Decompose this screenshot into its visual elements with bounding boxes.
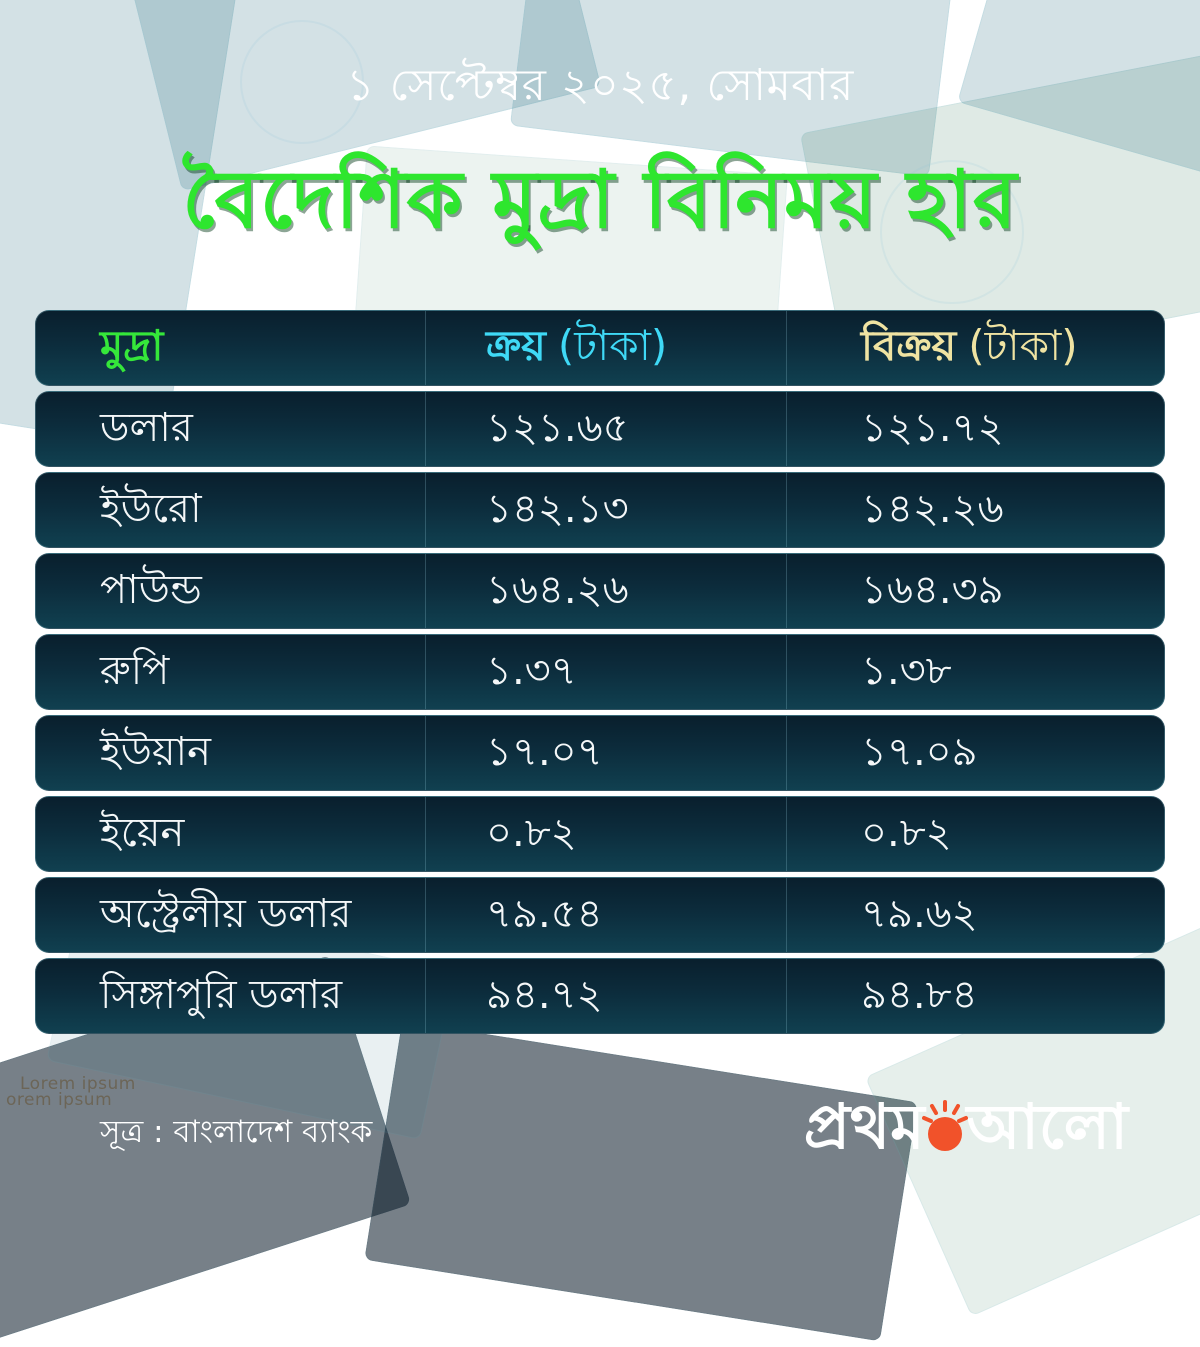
sell-rate: ৭৯.৬২ [786, 878, 1166, 952]
watermark-text: Lorem ipsum [20, 1074, 136, 1094]
page-title: বৈদেশিক মুদ্রা বিনিময় হার [182, 153, 1018, 246]
buy-rate: ১৭.০৭ [425, 716, 786, 790]
currency-name: সিঙ্গাপুরি ডলার [100, 971, 343, 1018]
table-row: পাউন্ড ১৬৪.২৬ ১৬৪.৩৯ [35, 553, 1165, 629]
buy-rate: ০.৮২ [425, 797, 786, 871]
exchange-rate-table: মুদ্রা ক্রয় (টাকা) বিক্রয় (টাকা) ডলার … [35, 310, 1165, 1039]
buy-rate: ১৪২.১৩ [425, 473, 786, 547]
table-row: সিঙ্গাপুরি ডলার ৯৪.৭২ ৯৪.৮৪ [35, 958, 1165, 1034]
logo-word-prothom: প্রথম [803, 1090, 925, 1163]
table-row: ডলার ১২১.৬৫ ১২১.৭২ [35, 391, 1165, 467]
sell-rate: ১৬৪.৩৯ [786, 554, 1166, 628]
source-credit: সূত্র : বাংলাদেশ ব্যাংক [100, 1114, 373, 1150]
currency-name: ডলার [100, 404, 193, 451]
table-row: ইয়েন ০.৮২ ০.৮২ [35, 796, 1165, 872]
banknote-shape [364, 1020, 918, 1342]
currency-name: ইউরো [100, 485, 202, 532]
sell-rate: ৯৪.৮৪ [786, 959, 1166, 1033]
buy-rate: ১.৩৭ [425, 635, 786, 709]
sell-rate: ০.৮২ [786, 797, 1166, 871]
buy-rate: ৭৯.৫৪ [425, 878, 786, 952]
sell-rate: ১৭.০৯ [786, 716, 1166, 790]
table-header-row: মুদ্রা ক্রয় (টাকা) বিক্রয় (টাকা) [35, 310, 1165, 386]
currency-name: পাউন্ড [100, 566, 202, 613]
header-currency-label: মুদ্রা [100, 320, 164, 370]
banknote-portrait-shape [240, 20, 364, 144]
currency-name: ইউয়ান [100, 728, 212, 775]
sell-rate: ১৪২.২৬ [786, 473, 1166, 547]
header-sell: বিক্রয় (টাকা) [786, 311, 1166, 385]
header-currency: মুদ্রা [36, 311, 425, 385]
buy-rate: ১২১.৬৫ [425, 392, 786, 466]
header-sell-label: বিক্রয় [861, 320, 957, 370]
sell-rate: ১.৩৮ [786, 635, 1166, 709]
logo-word-alo: আলো [966, 1090, 1128, 1163]
buy-rate: ১৬৪.২৬ [425, 554, 786, 628]
date-line: ১ সেপ্টেম্বর ২০২৫, সোমবার [346, 60, 854, 111]
currency-name: রুপি [100, 647, 170, 694]
table-row: রুপি ১.৩৭ ১.৩৮ [35, 634, 1165, 710]
header-sell-unit: (টাকা) [968, 320, 1078, 370]
prothom-alo-logo: প্রথম আলো [804, 1096, 1128, 1158]
header-buy: ক্রয় (টাকা) [425, 311, 786, 385]
buy-rate: ৯৪.৭২ [425, 959, 786, 1033]
sun-icon [921, 1100, 968, 1151]
header-buy-label: ক্রয় [486, 320, 546, 370]
table-row: ইউরো ১৪২.১৩ ১৪২.২৬ [35, 472, 1165, 548]
watermark-text: orem ipsum [6, 1090, 113, 1110]
sell-rate: ১২১.৭২ [786, 392, 1166, 466]
header-buy-unit: (টাকা) [557, 320, 668, 370]
table-row: অস্ট্রেলীয় ডলার ৭৯.৫৪ ৭৯.৬২ [35, 877, 1165, 953]
table-row: ইউয়ান ১৭.০৭ ১৭.০৯ [35, 715, 1165, 791]
currency-name: ইয়েন [100, 809, 185, 856]
currency-name: অস্ট্রেলীয় ডলার [100, 890, 352, 937]
banknote-portrait-shape [880, 160, 1024, 304]
